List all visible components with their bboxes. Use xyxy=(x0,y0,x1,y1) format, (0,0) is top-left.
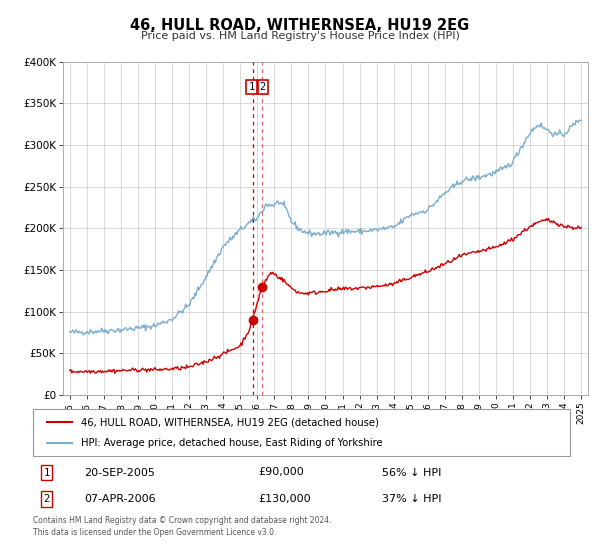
Text: 2: 2 xyxy=(43,494,50,504)
Text: 46, HULL ROAD, WITHERNSEA, HU19 2EG (detached house): 46, HULL ROAD, WITHERNSEA, HU19 2EG (det… xyxy=(82,417,379,427)
Text: £130,000: £130,000 xyxy=(259,494,311,504)
Text: 46, HULL ROAD, WITHERNSEA, HU19 2EG: 46, HULL ROAD, WITHERNSEA, HU19 2EG xyxy=(130,18,470,33)
Text: 56% ↓ HPI: 56% ↓ HPI xyxy=(382,468,442,478)
Text: 37% ↓ HPI: 37% ↓ HPI xyxy=(382,494,442,504)
Text: 07-APR-2006: 07-APR-2006 xyxy=(84,494,155,504)
Text: 1: 1 xyxy=(248,82,255,92)
Text: Contains HM Land Registry data © Crown copyright and database right 2024.
This d: Contains HM Land Registry data © Crown c… xyxy=(33,516,331,537)
Text: Price paid vs. HM Land Registry's House Price Index (HPI): Price paid vs. HM Land Registry's House … xyxy=(140,31,460,41)
Text: £90,000: £90,000 xyxy=(259,468,304,478)
Text: HPI: Average price, detached house, East Riding of Yorkshire: HPI: Average price, detached house, East… xyxy=(82,438,383,448)
Text: 20-SEP-2005: 20-SEP-2005 xyxy=(84,468,155,478)
Text: 1: 1 xyxy=(43,468,50,478)
Text: 2: 2 xyxy=(260,82,266,92)
